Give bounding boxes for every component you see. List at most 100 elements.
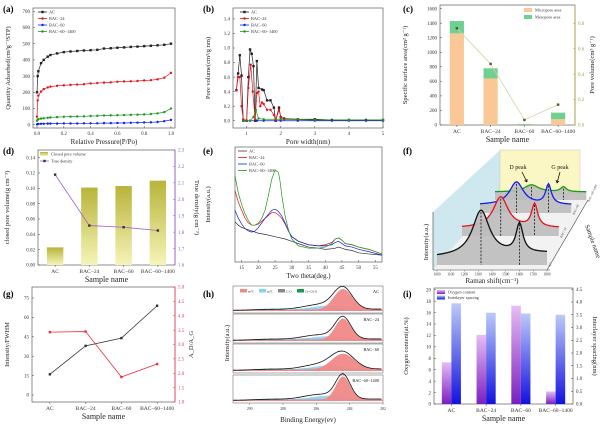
x-axis-label: Pore width(nm)	[286, 138, 331, 146]
category-label: BAC−60	[514, 129, 534, 135]
panel-e-xrd-chart: (e) 15 20 25 30 35 40 45 50 55 Two theta(deg.) Inte…	[203, 146, 383, 280]
y-tick-label: 0.04	[26, 233, 35, 238]
y-tick-label: 500	[23, 42, 31, 47]
data-point	[82, 115, 86, 118]
data-point	[55, 115, 59, 119]
y-tick-label: 1.4	[224, 18, 231, 23]
y-tick-label: 0.8	[224, 61, 231, 66]
trace-fill	[437, 210, 547, 265]
bar-interlayer-spacing	[520, 313, 531, 404]
data-point	[129, 113, 132, 117]
data-point	[55, 122, 59, 125]
bar-oxygen-content	[511, 305, 521, 404]
plot-frame	[32, 7, 176, 129]
legend-label: BAC−24	[49, 16, 65, 21]
y-tick-label: 300	[23, 75, 31, 80]
arrow-icon	[555, 171, 561, 184]
x-tick-label: 284	[347, 407, 353, 411]
y-axis-label: Intensity(a.u.)	[423, 224, 430, 260]
category-label: BAC−24	[76, 406, 96, 412]
data-point	[36, 99, 39, 102]
y2-tick-label: 1.0	[576, 377, 583, 382]
data-point	[236, 75, 240, 79]
data-point	[102, 114, 106, 117]
x-axis-label: Sample name	[486, 135, 530, 144]
legend-label: AC	[49, 10, 55, 15]
data-point	[46, 55, 49, 58]
data-point	[149, 112, 153, 116]
data-point	[262, 88, 265, 92]
category-label: BAC−60−1400	[539, 408, 573, 414]
data-point	[96, 81, 99, 85]
y-tick-label: 6	[429, 368, 432, 373]
y2-tick-label: 1.7	[178, 247, 185, 252]
d-peak-annotation: D peak	[509, 165, 526, 171]
category-label: AC	[448, 408, 456, 414]
data-point	[238, 54, 242, 57]
data-point	[69, 122, 72, 125]
legend-marker	[243, 30, 246, 33]
y-tick-label: 400	[430, 95, 438, 100]
data-point	[88, 224, 91, 227]
data-point	[122, 121, 126, 125]
z-axis	[546, 199, 589, 271]
y-tick-label: 30	[24, 355, 30, 360]
category-label: BAC−60	[114, 269, 134, 275]
data-point	[257, 86, 260, 90]
data-point	[255, 91, 259, 95]
legend-swatch	[40, 152, 48, 156]
y-tick-label: 600	[430, 80, 438, 85]
data-point	[122, 46, 126, 49]
data-point	[102, 47, 106, 50]
bar-closed-pore-volume	[115, 186, 132, 265]
bar-interlayer-spacing	[486, 312, 496, 404]
y2-tick-label: 0.8	[578, 22, 585, 27]
x-tick-label: 35	[306, 266, 312, 271]
data-point	[53, 173, 57, 176]
data-point	[259, 104, 262, 108]
data-point	[46, 86, 49, 89]
data-point	[240, 74, 243, 77]
bar-micropore-area	[449, 33, 464, 126]
legend-label: BAC−60−1400	[251, 29, 278, 34]
data-point	[255, 119, 259, 122]
data-point	[36, 74, 39, 78]
bar-oxygen-content	[441, 362, 452, 404]
data-point	[163, 110, 166, 114]
series-line	[54, 174, 158, 231]
y-tick-label: 12	[426, 334, 432, 339]
x-axis-label: Sample name	[482, 414, 526, 423]
legend-swatch	[437, 290, 445, 294]
panel-label: (c)	[403, 4, 413, 14]
data-point	[149, 44, 153, 47]
data-point	[116, 113, 119, 117]
data-point	[250, 52, 253, 56]
data-point	[116, 121, 119, 125]
data-point	[89, 48, 92, 52]
data-point	[262, 102, 265, 106]
data-point	[136, 79, 139, 83]
xps-component-fill	[233, 289, 383, 311]
panel-f-raman-chart: (f) 1000 1100 1200 1300 1400 1500 1600 1700 1800 R…	[403, 146, 600, 285]
legend-swatch	[437, 295, 445, 300]
legend-label: C-O	[286, 289, 292, 293]
sample-label: AC	[547, 262, 552, 267]
data-point	[84, 330, 87, 333]
y2-tick-label: 4.0	[576, 301, 583, 306]
data-point	[235, 88, 238, 92]
bar-closed-pore-volume	[46, 247, 64, 265]
x-axis-label: Sample name	[82, 412, 126, 421]
bar-mesopore-area	[551, 112, 566, 120]
data-point	[269, 99, 272, 102]
y2-tick-label: 1.6	[178, 264, 185, 269]
xps-envelope	[232, 315, 382, 341]
legend-swatch	[524, 15, 532, 19]
y-tick-label: 4	[429, 380, 432, 385]
y-tick-label: 0	[429, 403, 432, 408]
data-point	[155, 362, 159, 366]
data-point	[48, 373, 52, 376]
x-tick-label: 286	[313, 407, 319, 411]
y2-tick-label: 2.1	[178, 182, 185, 187]
y2-tick-label: 2.3	[178, 149, 185, 154]
